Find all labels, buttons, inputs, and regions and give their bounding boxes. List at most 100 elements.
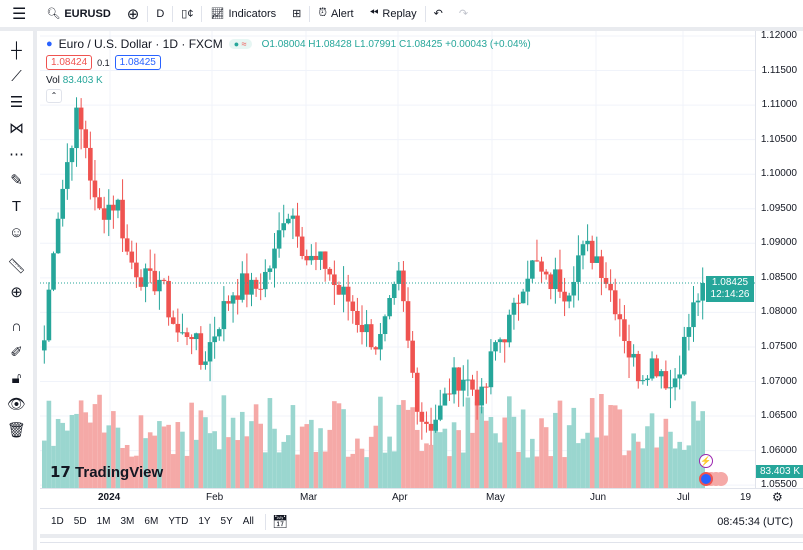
candle-body	[502, 339, 508, 343]
range-1y[interactable]: 1Y	[198, 516, 211, 527]
candle-body	[88, 147, 93, 181]
volume-bar	[437, 432, 443, 488]
rewind-icon: ⏪︎	[369, 7, 379, 19]
candle-body	[111, 204, 116, 211]
candle-body	[612, 290, 618, 315]
event-icon[interactable]: ⚡	[699, 454, 713, 468]
volume-bar	[267, 398, 273, 488]
interval-button[interactable]: D	[156, 7, 165, 20]
chart-type-button[interactable]: ▯¢	[173, 0, 201, 27]
volume-bar	[55, 418, 61, 488]
volume-bar	[686, 445, 692, 488]
range-ytd[interactable]: YTD	[168, 516, 189, 527]
candle-body	[327, 268, 333, 275]
range-all[interactable]: All	[242, 516, 254, 527]
candle-body	[622, 319, 627, 342]
layouts-button[interactable]: ⊞	[284, 0, 309, 27]
redo-button[interactable]: ↷	[458, 8, 469, 20]
range-3m[interactable]: 3M	[120, 516, 135, 527]
symbol-title[interactable]: Euro / U.S. Dollar · 1D · FXCM	[58, 37, 223, 51]
brush-icon[interactable]: ✎	[10, 172, 23, 189]
menu-button[interactable]: ☰	[12, 5, 27, 23]
range-6m[interactable]: 6M	[144, 516, 159, 527]
price-label: 1.09000	[760, 237, 797, 249]
undo-button[interactable]: ↶	[433, 8, 443, 20]
candle-body	[649, 358, 655, 379]
candle-body	[543, 271, 549, 275]
fib-icon[interactable]: ☰	[9, 94, 24, 111]
ruler-icon[interactable]: 📏︎	[6, 258, 27, 275]
candlestick-chart	[40, 31, 755, 488]
compare-button[interactable]: ⊕	[126, 5, 140, 23]
price-axis[interactable]: 1.12000 1.11500 1.11000 1.10500 1.10000 1.095…	[706, 30, 803, 490]
candle-body	[557, 269, 563, 292]
market-status[interactable]: ● ≈	[228, 39, 252, 49]
volume-bar	[668, 431, 673, 488]
text-icon[interactable]: T	[11, 197, 22, 215]
range-1d[interactable]: 1D	[51, 516, 64, 527]
volume-bar	[290, 405, 296, 488]
settings-icon[interactable]: ⚙︎	[772, 490, 783, 504]
clock[interactable]: 08:45:34 (UTC)	[717, 515, 793, 528]
trendline-icon[interactable]: ⟋	[11, 67, 22, 85]
candle-body	[658, 371, 664, 377]
collapse-legend-button[interactable]: ⌃	[46, 89, 62, 103]
time-label: Mar	[300, 492, 318, 503]
eye-icon[interactable]: 👁︎	[6, 396, 27, 413]
candle-body	[566, 295, 572, 302]
range-5d[interactable]: 5D	[73, 516, 87, 527]
range-5y[interactable]: 5Y	[220, 516, 233, 527]
volume-bar	[488, 417, 494, 488]
trash-icon[interactable]: 🗑︎	[6, 422, 27, 439]
lock-icon[interactable]: 🔓︎	[11, 369, 22, 387]
candle-body	[507, 314, 512, 343]
volume-bar	[658, 436, 664, 488]
candle-body	[447, 393, 452, 395]
indicators-button[interactable]: 📈︎ Indicators	[210, 7, 277, 21]
volume-bar	[589, 398, 595, 488]
crosshair-icon[interactable]: ┼	[11, 41, 22, 59]
volume-bar	[124, 444, 130, 488]
candle-body	[147, 268, 153, 271]
zoom-icon[interactable]: ⊕	[10, 284, 23, 301]
emoji-icon[interactable]: ☺	[8, 223, 25, 241]
candle-body	[212, 336, 217, 343]
volume-bar	[189, 402, 194, 488]
candle-body	[378, 334, 383, 350]
volume-bar	[207, 433, 213, 488]
candle-body	[493, 342, 498, 352]
candle-body	[230, 295, 236, 304]
sell-button[interactable]: 1.08424	[46, 55, 93, 70]
volume-bar	[143, 438, 148, 488]
candle-body	[189, 337, 194, 340]
pattern-icon[interactable]: ⋈	[9, 120, 24, 137]
forecast-icon[interactable]: ⋯	[9, 146, 24, 163]
volume-bar	[276, 452, 282, 488]
symbol-search-button[interactable]: 🔍︎ EURUSD	[46, 7, 111, 21]
date-range-icon[interactable]: 📅︎	[271, 513, 289, 529]
candle-body	[290, 215, 296, 219]
range-1m[interactable]: 1M	[96, 516, 111, 527]
lock-drawing-icon[interactable]: ✐	[10, 344, 23, 361]
candle-body	[55, 218, 61, 254]
dividends-icon[interactable]	[699, 472, 713, 486]
time-axis[interactable]: ⚙︎ 2024 Feb Mar Apr May Jun Jul 19	[40, 488, 803, 505]
candle-body	[97, 197, 102, 209]
replay-button[interactable]: ⏪︎ Replay	[369, 7, 417, 20]
volume-bar	[216, 449, 222, 488]
volume-bar	[101, 432, 107, 488]
chart-pane[interactable]: 𝟭𝟳 TradingView ⚡	[40, 31, 755, 488]
alert-button[interactable]: ⏰︎ Alert	[318, 7, 354, 20]
magnet-icon[interactable]: ∩	[11, 317, 22, 335]
volume-bar	[603, 435, 609, 488]
volume-bar	[460, 452, 466, 488]
volume-bar	[428, 444, 434, 488]
buy-button[interactable]: 1.08425	[114, 55, 161, 70]
volume-bar	[157, 421, 162, 488]
volume-bar	[97, 394, 102, 488]
candle-body	[396, 270, 402, 284]
volume-bar	[479, 406, 484, 488]
candle-body	[249, 279, 254, 295]
volume-bar	[631, 433, 636, 488]
candle-body	[216, 329, 222, 337]
